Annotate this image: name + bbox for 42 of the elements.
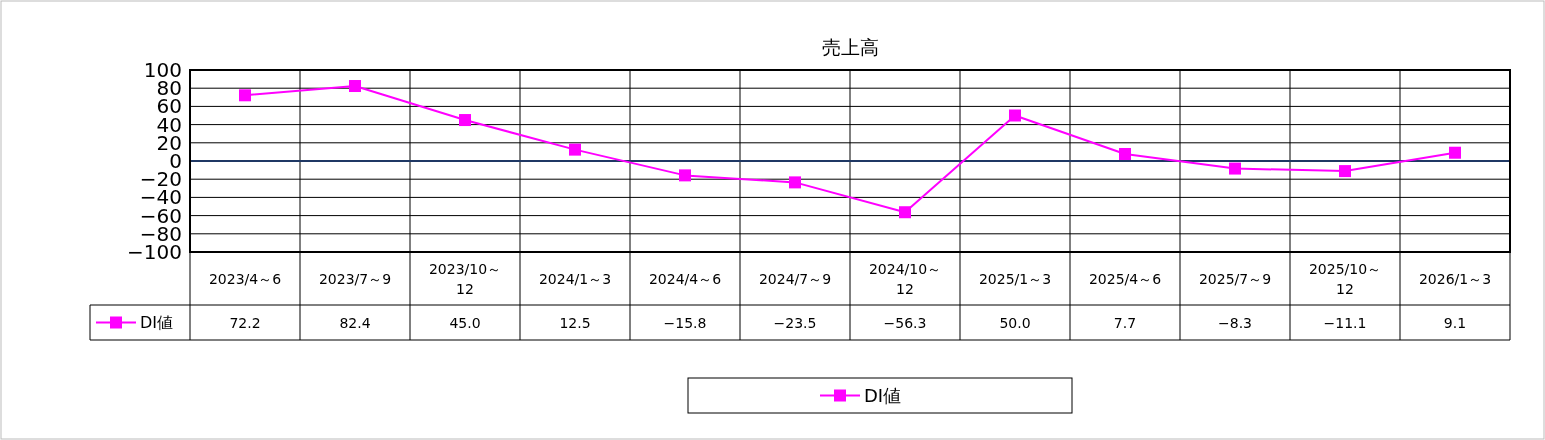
y-tick-label: −100 <box>127 240 182 264</box>
x-tick-label: 2025/10～12 <box>1308 260 1382 297</box>
data-label: 12.5 <box>559 314 591 331</box>
x-tick-label: 2024/10～12 <box>868 260 942 297</box>
point <box>239 89 251 102</box>
x-tick-label: 2023/10～12 <box>428 260 502 297</box>
point <box>899 206 911 219</box>
text: DI値 <box>864 385 902 406</box>
data-label: −56.3 <box>883 314 927 331</box>
legend-label: DI値 <box>140 313 174 332</box>
x-tick-label: 2023/4～6 <box>208 270 282 287</box>
data-label: 45.0 <box>449 314 481 331</box>
point <box>1119 147 1131 160</box>
data-label: −8.3 <box>1218 314 1252 331</box>
data-label: 7.7 <box>1113 314 1137 331</box>
point <box>679 169 691 182</box>
data-label: −11.1 <box>1323 314 1367 331</box>
data-label: 50.0 <box>999 314 1031 331</box>
data-label: −23.5 <box>773 314 817 331</box>
x-tick-label: 2026/1～3 <box>1418 270 1492 287</box>
data-label: 9.1 <box>1443 314 1467 331</box>
point <box>459 114 471 127</box>
x-tick-label: 2024/4～6 <box>648 270 722 287</box>
data-label: 82.4 <box>339 314 371 331</box>
y-tick-label: 100 <box>143 58 182 82</box>
point <box>349 80 361 93</box>
point <box>1229 162 1241 175</box>
point <box>789 176 801 189</box>
point <box>1009 109 1021 122</box>
x-tick-label: 2025/4～6 <box>1088 270 1162 287</box>
point <box>1339 165 1351 178</box>
chart-title: 売上高 <box>821 36 879 58</box>
data-label: 72.2 <box>229 314 261 331</box>
x-tick-label: 2025/1～3 <box>978 270 1052 287</box>
x-tick-label: 2024/7～9 <box>758 270 832 287</box>
x-tick-label: 2023/7～9 <box>318 270 392 287</box>
point <box>1449 146 1461 159</box>
x-tick-label: 2024/1～3 <box>538 270 612 287</box>
data-label: −15.8 <box>663 314 707 331</box>
point <box>569 143 581 156</box>
x-tick-label: 2025/7～9 <box>1198 270 1272 287</box>
y-tick-label: 0 <box>169 149 182 173</box>
